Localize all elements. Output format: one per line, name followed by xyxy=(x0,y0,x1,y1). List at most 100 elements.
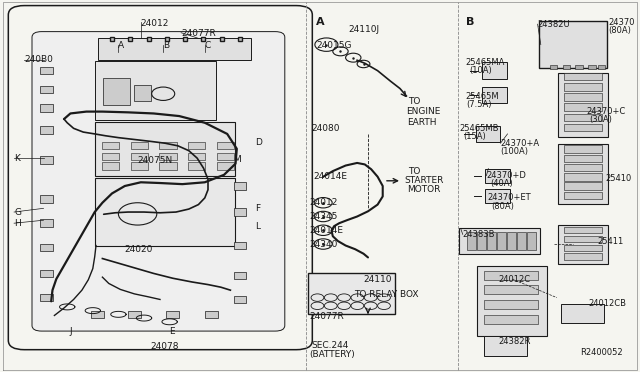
FancyBboxPatch shape xyxy=(217,162,234,170)
Text: R2400052: R2400052 xyxy=(580,348,623,357)
Text: STARTER: STARTER xyxy=(404,176,444,185)
FancyBboxPatch shape xyxy=(507,232,516,250)
FancyBboxPatch shape xyxy=(459,228,540,254)
Text: TO: TO xyxy=(408,167,420,176)
FancyBboxPatch shape xyxy=(234,182,246,190)
Text: B: B xyxy=(466,17,475,27)
FancyBboxPatch shape xyxy=(217,153,234,160)
Text: 24015G: 24015G xyxy=(316,41,351,50)
Text: 24078: 24078 xyxy=(150,342,179,351)
FancyBboxPatch shape xyxy=(8,6,312,350)
FancyBboxPatch shape xyxy=(188,162,205,170)
FancyBboxPatch shape xyxy=(188,142,205,149)
Text: 24080: 24080 xyxy=(311,124,340,133)
Text: H: H xyxy=(14,219,21,228)
FancyBboxPatch shape xyxy=(527,232,536,250)
FancyBboxPatch shape xyxy=(131,142,148,149)
Text: L: L xyxy=(255,222,260,231)
Text: 24077R: 24077R xyxy=(181,29,216,38)
FancyBboxPatch shape xyxy=(91,311,104,318)
FancyBboxPatch shape xyxy=(102,142,119,149)
Text: 24012: 24012 xyxy=(141,19,169,28)
FancyBboxPatch shape xyxy=(234,208,246,216)
FancyBboxPatch shape xyxy=(564,173,602,180)
FancyBboxPatch shape xyxy=(134,85,151,101)
FancyBboxPatch shape xyxy=(564,103,602,111)
FancyBboxPatch shape xyxy=(575,65,583,69)
FancyBboxPatch shape xyxy=(40,104,53,112)
Text: 24110: 24110 xyxy=(364,275,392,283)
FancyBboxPatch shape xyxy=(40,270,53,277)
FancyBboxPatch shape xyxy=(131,162,148,170)
FancyBboxPatch shape xyxy=(234,296,246,303)
Text: (80A): (80A) xyxy=(492,202,515,211)
FancyBboxPatch shape xyxy=(131,153,148,160)
FancyBboxPatch shape xyxy=(564,93,602,101)
Text: (7.5A): (7.5A) xyxy=(466,100,492,109)
Text: 25410: 25410 xyxy=(605,174,632,183)
Text: SEC.244: SEC.244 xyxy=(312,341,349,350)
Text: K: K xyxy=(14,154,20,163)
Text: 24382R: 24382R xyxy=(498,337,531,346)
Text: 24382U: 24382U xyxy=(538,20,570,29)
Text: 24014E: 24014E xyxy=(310,226,344,235)
FancyBboxPatch shape xyxy=(40,126,53,134)
FancyBboxPatch shape xyxy=(95,178,235,246)
FancyBboxPatch shape xyxy=(476,126,500,142)
FancyBboxPatch shape xyxy=(558,225,608,264)
FancyBboxPatch shape xyxy=(308,273,395,314)
FancyBboxPatch shape xyxy=(102,153,119,160)
FancyBboxPatch shape xyxy=(564,182,602,190)
Text: 24370+ET: 24370+ET xyxy=(488,193,531,202)
Text: 24110J: 24110J xyxy=(349,25,380,33)
FancyBboxPatch shape xyxy=(484,315,538,324)
FancyBboxPatch shape xyxy=(40,219,53,227)
FancyBboxPatch shape xyxy=(564,192,602,199)
FancyBboxPatch shape xyxy=(564,227,602,233)
FancyBboxPatch shape xyxy=(558,144,608,204)
Text: (BATTERY): (BATTERY) xyxy=(309,350,355,359)
FancyBboxPatch shape xyxy=(477,266,547,336)
Text: (10A): (10A) xyxy=(469,66,492,75)
FancyBboxPatch shape xyxy=(188,153,205,160)
Text: 25411: 25411 xyxy=(598,237,624,246)
FancyBboxPatch shape xyxy=(517,232,526,250)
FancyBboxPatch shape xyxy=(166,311,179,318)
Text: 24370+C: 24370+C xyxy=(586,107,625,116)
Text: (15A): (15A) xyxy=(463,132,486,141)
FancyBboxPatch shape xyxy=(98,38,251,60)
Text: 25465MB: 25465MB xyxy=(460,124,499,133)
FancyBboxPatch shape xyxy=(598,65,605,69)
Text: 24075N: 24075N xyxy=(138,156,173,165)
Text: 24020: 24020 xyxy=(125,245,153,254)
Text: (80A): (80A) xyxy=(609,26,632,35)
Text: 24077R: 24077R xyxy=(310,312,344,321)
FancyBboxPatch shape xyxy=(40,195,53,203)
Text: 24345: 24345 xyxy=(310,212,338,221)
FancyBboxPatch shape xyxy=(561,304,604,323)
FancyBboxPatch shape xyxy=(484,285,538,294)
FancyBboxPatch shape xyxy=(159,162,177,170)
FancyBboxPatch shape xyxy=(485,169,510,183)
FancyBboxPatch shape xyxy=(484,300,538,309)
Text: (30A): (30A) xyxy=(589,115,612,124)
FancyBboxPatch shape xyxy=(217,142,234,149)
Text: TO: TO xyxy=(408,97,420,106)
FancyBboxPatch shape xyxy=(102,162,119,170)
FancyBboxPatch shape xyxy=(95,122,235,176)
Text: C: C xyxy=(205,41,211,50)
FancyBboxPatch shape xyxy=(234,272,246,279)
FancyBboxPatch shape xyxy=(564,253,602,260)
Text: 24383B: 24383B xyxy=(463,230,495,239)
FancyBboxPatch shape xyxy=(564,83,602,90)
FancyBboxPatch shape xyxy=(550,65,557,69)
Text: D: D xyxy=(255,138,262,147)
FancyBboxPatch shape xyxy=(564,114,602,121)
FancyBboxPatch shape xyxy=(564,124,602,131)
Text: 24012C: 24012C xyxy=(498,275,530,283)
FancyBboxPatch shape xyxy=(40,294,53,301)
Text: 24012: 24012 xyxy=(310,198,338,207)
FancyBboxPatch shape xyxy=(40,67,53,74)
Text: E: E xyxy=(170,327,175,336)
FancyBboxPatch shape xyxy=(482,62,507,79)
